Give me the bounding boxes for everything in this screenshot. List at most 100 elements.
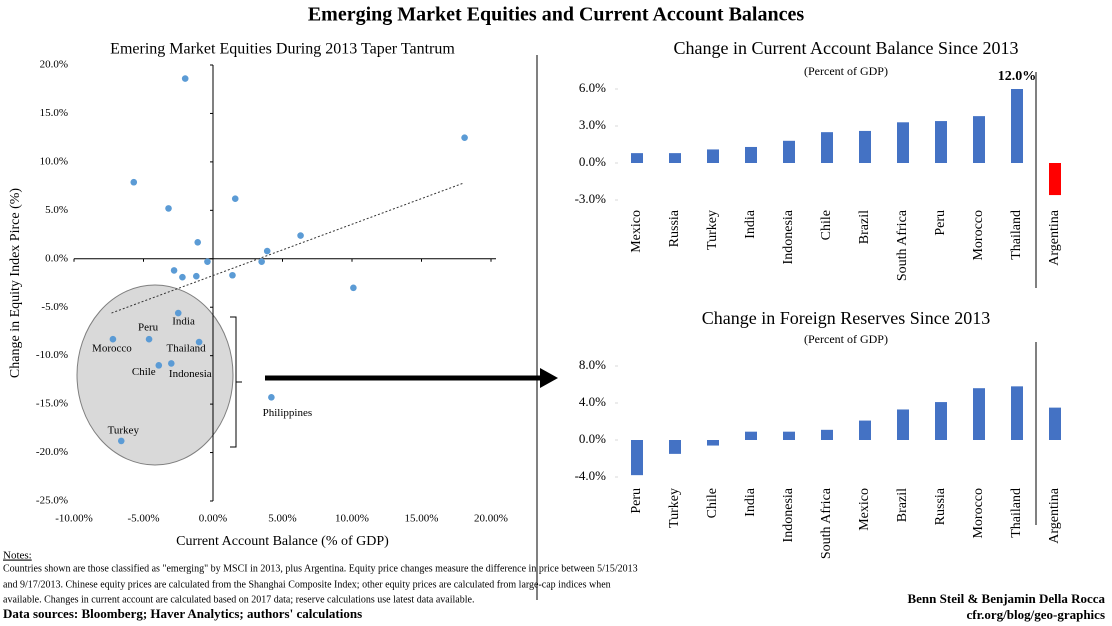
y-tick-label: 4.0%	[579, 394, 606, 409]
point-label: Chile	[132, 366, 156, 378]
notes-line: and 9/17/2013. Chinese equity prices are…	[3, 579, 611, 590]
y-tick-label: -10.0%	[36, 349, 68, 361]
bar	[1049, 407, 1061, 440]
category-label: Russia	[933, 487, 948, 525]
y-tick-label: 10.0%	[40, 155, 68, 167]
y-tick-label: -25.0%	[36, 495, 68, 507]
bar	[745, 146, 757, 163]
category-label: Chile	[819, 210, 834, 240]
bar	[1049, 163, 1061, 196]
point	[109, 335, 117, 343]
point-label: India	[172, 316, 195, 328]
category-label: Chile	[705, 488, 720, 518]
point	[170, 267, 178, 274]
point	[155, 362, 163, 369]
category-label: Peru	[933, 210, 948, 236]
y-tick-label: 5.0%	[45, 204, 68, 216]
point-label: Philippines	[263, 407, 313, 419]
notes-line: Countries shown are those classified as …	[3, 563, 638, 574]
point	[297, 232, 304, 239]
x-tick-label: 15.00%	[405, 513, 439, 525]
category-label: Russia	[667, 209, 682, 247]
point	[229, 271, 236, 279]
category-label: South Africa	[895, 209, 910, 281]
chart-title: Emering Market Equities During 2013 Tape…	[110, 41, 455, 58]
y-tick-label: -15.0%	[36, 398, 68, 410]
point-label: Thailand	[167, 343, 207, 355]
point	[268, 394, 275, 401]
bar	[935, 121, 947, 163]
chart-title: Change in Current Account Balance Since …	[674, 38, 1019, 58]
bar	[897, 409, 909, 440]
y-tick-label: 0.0%	[45, 252, 68, 264]
notes-heading: Notes:	[3, 550, 32, 562]
category-label: Peru	[629, 488, 644, 514]
category-label: Turkey	[667, 488, 682, 528]
bar	[631, 440, 643, 476]
point	[174, 309, 182, 317]
point	[117, 437, 125, 445]
bar	[973, 388, 985, 440]
x-tick-label: -5.00%	[127, 513, 159, 525]
point	[461, 134, 468, 141]
credit: cfr.org/blog/geo-graphics	[966, 607, 1105, 622]
y-tick-label: -5.0%	[41, 301, 68, 313]
category-label: Thailand	[1009, 210, 1024, 260]
y-tick-label: 8.0%	[579, 357, 606, 372]
category-label: Brazil	[857, 210, 872, 244]
main-title: Emerging Market Equities and Current Acc…	[308, 4, 805, 26]
point	[204, 258, 211, 265]
category-label: Mexico	[629, 210, 644, 253]
bar	[897, 122, 909, 163]
category-label: South Africa	[819, 487, 834, 559]
y-tick-label: 20.0%	[40, 59, 68, 71]
arrow-head	[540, 368, 558, 388]
chart-subtitle: (Percent of GDP)	[804, 332, 888, 346]
bar	[745, 431, 757, 440]
x-tick-label: -10.00%	[55, 513, 93, 525]
point-label: Indonesia	[169, 368, 212, 380]
x-tick-label: 5.00%	[268, 513, 296, 525]
y-tick-label: -3.0%	[575, 191, 607, 206]
bar	[631, 153, 643, 163]
category-label: Indonesia	[781, 209, 796, 264]
x-tick-label: 10.00%	[335, 513, 369, 525]
trendline	[111, 182, 464, 314]
y-tick-label: -20.0%	[36, 446, 68, 458]
y-tick-label: 6.0%	[579, 80, 606, 95]
point-label: Turkey	[108, 424, 140, 436]
point	[350, 284, 357, 292]
bar	[707, 149, 719, 163]
category-label: Morocco	[971, 210, 986, 261]
bar	[783, 431, 795, 440]
category-label: Thailand	[1009, 488, 1024, 538]
category-label: Morocco	[971, 488, 986, 539]
category-label: India	[743, 487, 758, 517]
category-label: India	[743, 209, 758, 239]
point	[194, 239, 202, 246]
x-tick-label: 20.00%	[474, 513, 508, 525]
point	[231, 195, 239, 203]
point	[181, 75, 189, 82]
bracket	[230, 316, 242, 448]
bar	[669, 440, 681, 454]
bar	[707, 440, 719, 446]
chart-subtitle: (Percent of GDP)	[804, 64, 888, 78]
notes-line: available. Changes in current account ar…	[3, 594, 474, 605]
bar	[859, 130, 871, 163]
point	[165, 205, 172, 212]
x-axis-title: Current Account Balance (% of GDP)	[176, 534, 389, 549]
y-tick-label: 0.0%	[579, 154, 606, 169]
y-tick-label: -4.0%	[575, 468, 607, 483]
point-label: Morocco	[92, 343, 132, 355]
bar	[783, 140, 795, 163]
point	[145, 335, 153, 343]
point	[179, 273, 186, 281]
category-label: Indonesia	[781, 487, 796, 542]
bar	[1011, 89, 1023, 163]
category-label: Turkey	[705, 210, 720, 250]
point-label: Peru	[138, 322, 159, 334]
highlight-ellipse	[76, 284, 234, 466]
